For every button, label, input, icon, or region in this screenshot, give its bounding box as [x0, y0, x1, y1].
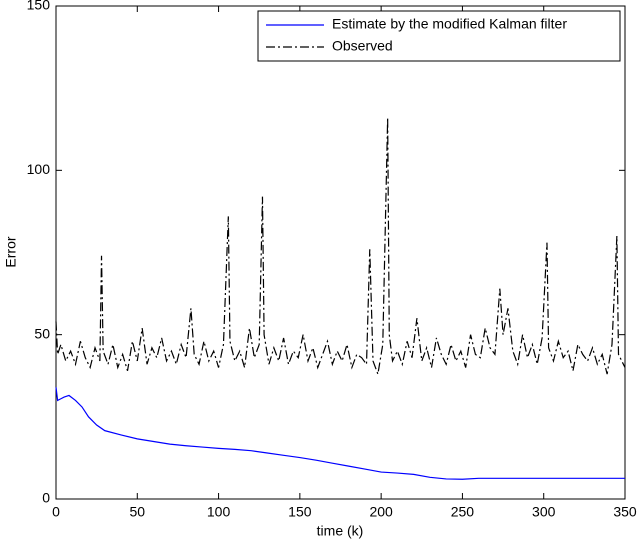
legend-box: [257, 10, 621, 62]
x-tick-label: 100: [207, 504, 231, 520]
x-tick-label: 250: [451, 504, 475, 520]
x-tick-label: 300: [532, 504, 556, 520]
x-tick-label: 150: [288, 504, 312, 520]
legend-label: Estimate by the modified Kalman filter: [332, 16, 567, 32]
y-tick-label: 150: [27, 0, 51, 13]
y-tick-label: 50: [34, 325, 50, 341]
y-tick-label: 100: [27, 161, 51, 177]
series-line: [55, 387, 625, 480]
y-tick-label: 0: [42, 490, 50, 506]
x-tick-label: 350: [613, 504, 637, 520]
x-tick-label: 200: [369, 504, 393, 520]
x-tick-label: 0: [52, 504, 60, 520]
y-axis-label: Error: [3, 236, 19, 267]
series-line: [55, 117, 626, 377]
x-tick-label: 50: [129, 504, 145, 520]
x-axis-label: time (k): [317, 523, 364, 539]
plot-frame: [55, 5, 626, 500]
legend-label: Observed: [332, 38, 393, 54]
legend: Estimate by the modified Kalman filter Ob…: [257, 10, 621, 62]
